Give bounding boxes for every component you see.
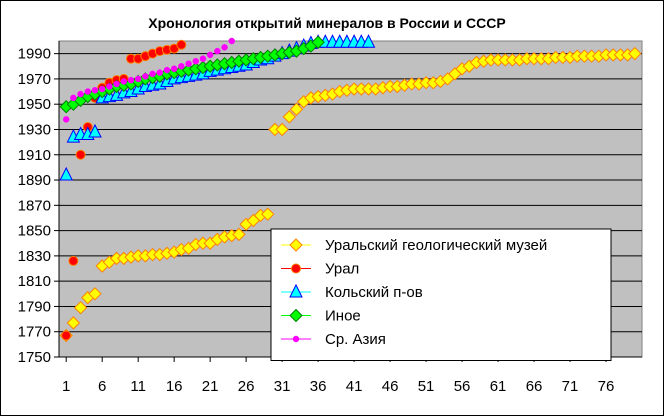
x-tick-label: 76: [598, 378, 615, 395]
data-point: [73, 300, 88, 315]
y-tick-label: 1830: [18, 248, 51, 265]
x-tick-label: 56: [454, 378, 471, 395]
legend-marker: [292, 335, 300, 343]
data-point: [106, 83, 113, 90]
x-tick-label: 36: [310, 378, 327, 395]
data-point: [59, 166, 74, 181]
legend-label: Урал: [325, 261, 359, 278]
data-point: [206, 51, 214, 59]
data-point: [261, 207, 275, 221]
data-point: [75, 149, 86, 160]
data-point: [98, 85, 106, 93]
data-point: [91, 87, 99, 94]
x-tick-label: 66: [526, 378, 543, 395]
series-5: [62, 37, 235, 123]
legend-box: [270, 228, 612, 361]
data-point: [311, 35, 325, 49]
y-tick-label: 1970: [18, 71, 51, 88]
data-point: [61, 330, 72, 341]
legend-marker: [289, 238, 303, 252]
y-tick-label: 1990: [18, 46, 51, 63]
x-tick-label: 61: [490, 378, 507, 395]
x-tick-label: 71: [562, 378, 579, 395]
legend-label: Ср. Азия: [325, 331, 386, 348]
x-tick-label: 21: [202, 378, 219, 395]
data-point: [113, 80, 120, 88]
data-point: [628, 46, 642, 61]
x-tick-label: 31: [274, 378, 291, 395]
data-point: [185, 60, 192, 68]
x-tick-label: 6: [98, 378, 106, 395]
data-point: [142, 73, 149, 80]
series-1: [59, 46, 642, 343]
x-tick-label: 1: [62, 378, 70, 395]
x-tick-label: 11: [130, 378, 146, 395]
legend-label: Иное: [325, 308, 361, 325]
axes: 1750 1770 1790 1810 1830 1850 1870 1890 1910 1930…: [18, 41, 642, 395]
data-point: [199, 55, 207, 62]
legend-marker: [289, 283, 303, 298]
data-point: [134, 75, 142, 83]
y-tick-label: 1850: [18, 223, 51, 240]
y-tick-label: 1950: [18, 96, 51, 113]
data-point: [88, 123, 102, 138]
data-point: [77, 90, 84, 98]
legend-label: Кольский п-ов: [325, 284, 423, 301]
x-tick-label: 16: [166, 378, 183, 395]
y-tick-label: 1810: [18, 273, 51, 290]
y-tick-label: 1870: [18, 197, 51, 214]
data-point: [84, 88, 92, 95]
x-tick-label: 41: [346, 378, 363, 395]
data-point: [88, 287, 102, 301]
y-tick-label: 1790: [18, 298, 51, 315]
data-point: [232, 227, 246, 242]
data-point: [70, 94, 77, 102]
data-point: [149, 70, 156, 78]
legend-marker: [289, 308, 303, 323]
data-point: [120, 78, 128, 85]
y-tick-label: 1930: [18, 121, 51, 138]
data-point: [156, 69, 164, 76]
data-point: [127, 76, 135, 84]
data-point: [214, 47, 221, 55]
data-point: [176, 39, 187, 50]
data-point: [178, 63, 185, 70]
x-tick-label: 51: [418, 378, 435, 395]
series-layer: [59, 34, 642, 343]
data-point: [170, 65, 178, 73]
x-tick-label: 46: [382, 378, 399, 395]
legend: Уральский геологический музей Урал Кольски…: [270, 228, 612, 361]
data-point: [228, 37, 235, 45]
data-point: [275, 122, 289, 137]
x-tick-label: 26: [238, 378, 255, 395]
y-tick-label: 1750: [18, 349, 51, 366]
data-point: [68, 255, 79, 266]
data-point: [221, 44, 228, 51]
data-point: [282, 110, 297, 124]
data-point: [163, 66, 171, 74]
y-tick-label: 1910: [18, 147, 51, 164]
legend-marker: [291, 263, 301, 274]
chart-title: Хронология открытий минералов в России и…: [148, 15, 505, 31]
data-point: [289, 102, 304, 116]
data-point: [62, 116, 70, 123]
data-point: [66, 316, 81, 330]
data-point: [192, 57, 200, 65]
legend-label: Уральский геологический музей: [325, 237, 547, 254]
data-point: [361, 34, 376, 48]
y-tick-label: 1770: [18, 324, 51, 341]
y-tick-label: 1890: [18, 172, 51, 189]
